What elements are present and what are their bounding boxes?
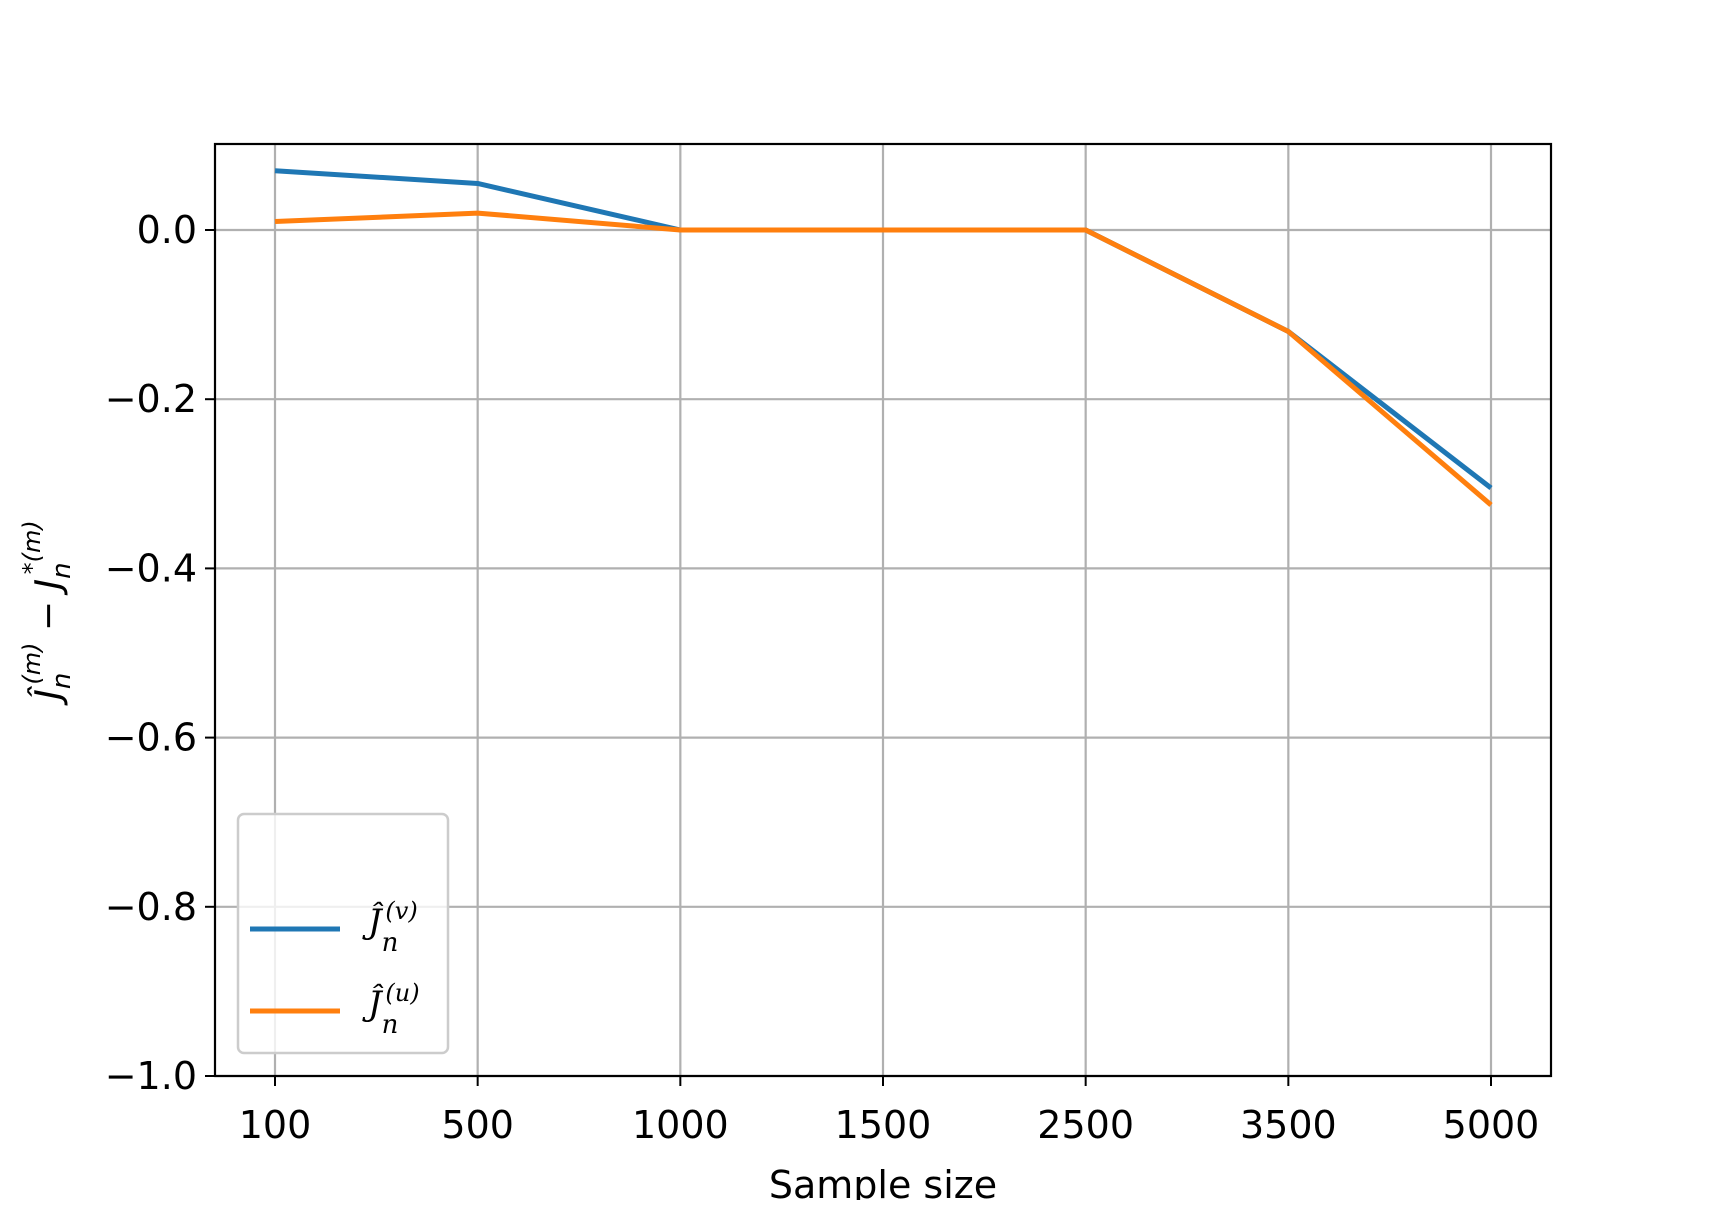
y-tick-label: −0.8 — [105, 885, 197, 929]
legend: Ĵn(v) Ĵn(u) — [236, 812, 450, 1055]
y-tick-label: −0.4 — [105, 546, 197, 590]
x-tick-label: 3500 — [1240, 1103, 1337, 1147]
grid — [215, 144, 1551, 1078]
x-tick-label: 100 — [239, 1103, 312, 1147]
x-tick-label: 500 — [441, 1103, 514, 1147]
x-tick-label: 1000 — [632, 1103, 729, 1147]
series-layer — [274, 168, 1493, 507]
legend-label: Ĵn(u) — [362, 979, 420, 1040]
y-tick-label: −1.0 — [105, 1054, 197, 1098]
series-line-u — [274, 210, 1493, 507]
y-tick-label: 0.0 — [137, 208, 197, 252]
y-axis-label: Ĵn(m) − Jn*(m) — [18, 520, 77, 706]
x-axis-label: Sample size — [769, 1163, 997, 1200]
legend-box — [236, 812, 450, 1055]
y-tick-label: −0.2 — [105, 377, 197, 421]
x-tick-label: 2500 — [1037, 1103, 1134, 1147]
x-tick-label: 5000 — [1443, 1103, 1540, 1147]
y-tick-label: −0.6 — [105, 716, 197, 760]
svg-text:Ĵn(m) − Jn*(m): Ĵn(m) − Jn*(m) — [18, 520, 77, 706]
ticks: 100 500 1000 1500 2500 3500 5000 0.0 −0.2 −0.4 −0.… — [105, 208, 1540, 1147]
x-tick-label: 1500 — [835, 1103, 932, 1147]
legend-label: Ĵn(v) — [362, 897, 418, 958]
